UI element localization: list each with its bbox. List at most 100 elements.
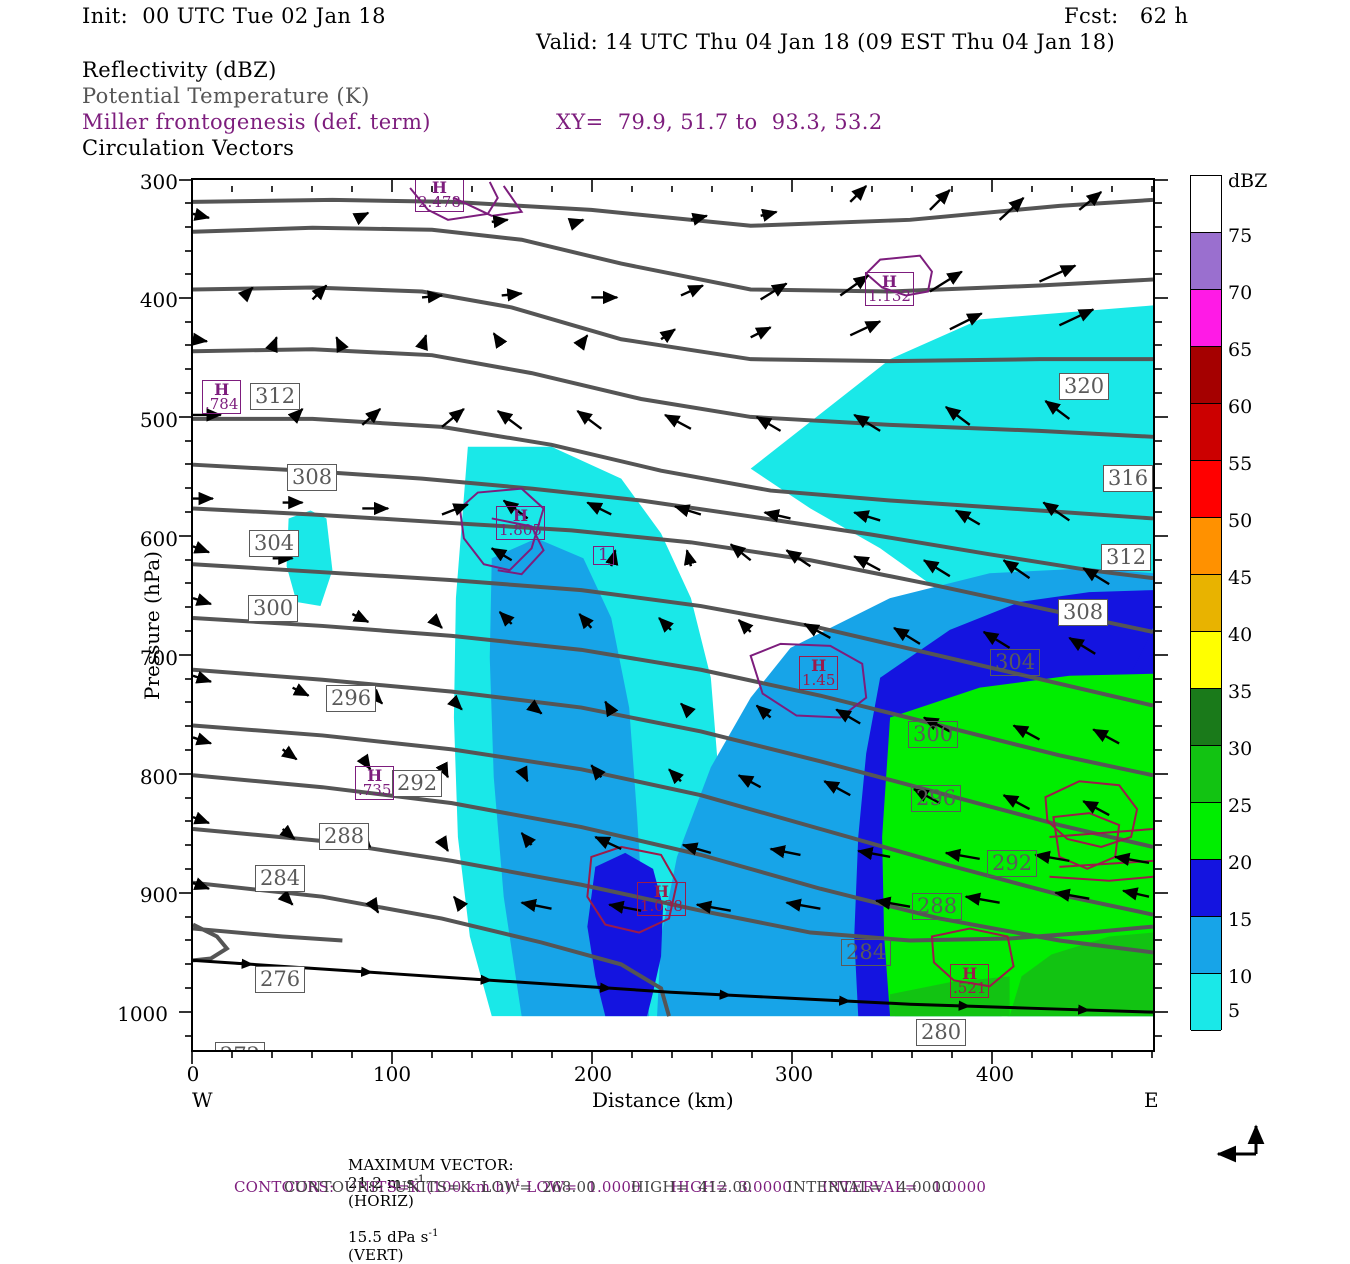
theta-contour-label: 272 — [215, 1042, 266, 1050]
y-tick-label: 300 — [139, 170, 178, 194]
y-tick-label: 800 — [139, 765, 178, 789]
theta-contour-label: 276 — [255, 966, 306, 993]
x-tick-label: 200 — [573, 1062, 613, 1086]
y-tick-label: 600 — [139, 527, 178, 551]
x-axis-west-label: W — [192, 1088, 213, 1112]
frontogenesis-max-label: H .735 — [355, 766, 395, 800]
frontogenesis-max-label: H 1.132 — [865, 272, 914, 306]
colorbar-tick-label: 75 — [1228, 225, 1253, 247]
colorbar-tick-label: 40 — [1228, 624, 1253, 646]
colorbar-tick-label: 55 — [1228, 453, 1253, 475]
valid-time: Valid: 14 UTC Thu 04 Jan 18 (09 EST Thu … — [536, 30, 1116, 54]
theta-contour-label: 316 — [1103, 465, 1153, 492]
x-tick-label: 300 — [774, 1062, 814, 1086]
high-symbol: H — [962, 964, 978, 983]
frontogenesis-max-label: H 1.805 — [496, 506, 545, 540]
forecast-hour: Fcst: 62 h — [1064, 4, 1189, 28]
frontogenesis-max-value: .521 — [953, 979, 987, 997]
frontogenesis-max-value: .784 — [205, 395, 239, 413]
frontogenesis-contour-units: CONTOURS: UNITS=K (100 km h) — [233, 1178, 512, 1196]
colorbar-band — [1191, 803, 1221, 860]
y-axis-right-ticks — [1155, 179, 1168, 1037]
field-potential-temperature: Potential Temperature (K) — [82, 84, 370, 108]
init-time: Init: 00 UTC Tue 02 Jan 18 — [82, 4, 386, 28]
max-vector-label: MAXIMUM VECTOR: — [347, 1156, 514, 1174]
frontogenesis-max-value: .735 — [358, 781, 392, 799]
colorbar-band — [1191, 347, 1221, 404]
colorbar-tick-label: 45 — [1228, 567, 1253, 589]
high-symbol: H — [512, 506, 529, 525]
high-symbol: H — [431, 178, 448, 197]
colorbar-band — [1191, 917, 1221, 974]
frontogenesis-max-value: 2.478 — [418, 193, 461, 211]
theta-contour-label: 308 — [287, 464, 338, 491]
frontogenesis-max-label: H 1.45 — [799, 656, 839, 690]
frontogenesis-max-value: 1.805 — [499, 521, 542, 539]
colorbar-band — [1191, 176, 1221, 233]
reflectivity-shading — [193, 180, 1153, 1050]
high-symbol: H — [653, 882, 670, 901]
theta-contour-info: CONTOURS: UNITS=K LOW= 268.00 HIGH= 412.… — [284, 1178, 952, 1196]
theta-contour-label: 284 — [255, 865, 306, 892]
y-axis-ticks — [179, 179, 192, 1037]
frontogenesis-max-label: H .521 — [950, 964, 990, 998]
theta-contour-label: 296 — [326, 685, 377, 712]
field-frontogenesis: Miller frontogenesis (def. term) — [82, 110, 431, 134]
colorbar-tick-label: 15 — [1228, 909, 1253, 931]
frontogenesis-max-value: 1.45 — [802, 671, 836, 689]
colorbar-band — [1191, 746, 1221, 803]
x-axis-ticks — [191, 1052, 1153, 1064]
colorbar-band — [1191, 518, 1221, 575]
theta-contour-label: 288 — [912, 893, 963, 920]
frontogenesis-contour-range: LOW= 1.0000 HIGH= 3.0000 INTERVAL= 1.000… — [521, 1178, 987, 1196]
frontogenesis-max-label: H 2.478 — [415, 178, 464, 212]
max-vector-vertical-exp: -1 — [428, 1228, 439, 1239]
colorbar-tick-label: 5 — [1228, 1000, 1241, 1022]
colorbar-band — [1191, 974, 1221, 1031]
cross-section-endpoints: XY= 79.9, 51.7 to 93.3, 53.2 — [556, 110, 883, 134]
x-axis-title: Distance (km) — [592, 1088, 734, 1112]
x-tick-label: 400 — [975, 1062, 1015, 1086]
colorbar-tick-label: 10 — [1228, 966, 1253, 988]
x-axis-east-label: E — [1144, 1088, 1159, 1112]
high-symbol: H — [811, 656, 827, 675]
theta-contour-label: 300 — [248, 595, 299, 622]
colorbar-tick-label: 50 — [1228, 510, 1253, 532]
max-vector-vertical-unit: (VERT) — [347, 1246, 404, 1264]
reflectivity-colorbar[interactable] — [1190, 175, 1222, 1084]
max-vector-horizontal: 21.2 m s — [347, 1174, 415, 1192]
colorbar-tick-label: 20 — [1228, 852, 1253, 874]
theta-contour-label: 284 — [841, 939, 892, 966]
colorbar-band — [1191, 404, 1221, 461]
colorbar-band — [1191, 689, 1221, 746]
colorbar-band — [1191, 632, 1221, 689]
y-tick-label: 900 — [139, 883, 178, 907]
theta-contour-label: 280 — [916, 1019, 967, 1046]
frontogenesis-max-label: H .784 — [202, 380, 242, 414]
colorbar-tick-label: 70 — [1228, 282, 1253, 304]
x-tick-label: 0 — [186, 1062, 200, 1086]
cross-section-plot[interactable]: 320 312 316 308 304 312 300 308 304 296 … — [191, 178, 1155, 1052]
colorbar-tick-label: 35 — [1228, 681, 1253, 703]
colorbar-band — [1191, 860, 1221, 917]
theta-contour-label: 304 — [990, 649, 1041, 676]
theta-contour-label: 312 — [250, 383, 301, 410]
y-tick-label: 700 — [139, 646, 178, 670]
theta-contour-label: 304 — [249, 530, 300, 557]
frontogenesis-units-exp: -1 — [511, 1178, 522, 1189]
high-symbol: H — [881, 272, 898, 291]
theta-contour-label: 308 — [1058, 599, 1109, 626]
theta-contour-label: 296 — [911, 785, 962, 812]
x-tick-label: 100 — [372, 1062, 412, 1086]
max-vector-vertical: 15.5 dPa s — [347, 1228, 429, 1246]
theta-contour-label: 292 — [392, 770, 443, 797]
y-tick-label: 500 — [139, 408, 178, 432]
high-symbol: H — [367, 766, 383, 785]
max-vector-horizontal-exp: -1 — [414, 1174, 425, 1185]
vector-reference-key — [1216, 1124, 1265, 1163]
colorbar-tick-label: 25 — [1228, 795, 1253, 817]
high-symbol: H — [214, 380, 230, 399]
field-circulation-vectors: Circulation Vectors — [82, 136, 295, 160]
y-axis-title: Pressure (hPa) — [140, 551, 164, 700]
frontogenesis-max-value: 1.038 — [640, 897, 683, 915]
